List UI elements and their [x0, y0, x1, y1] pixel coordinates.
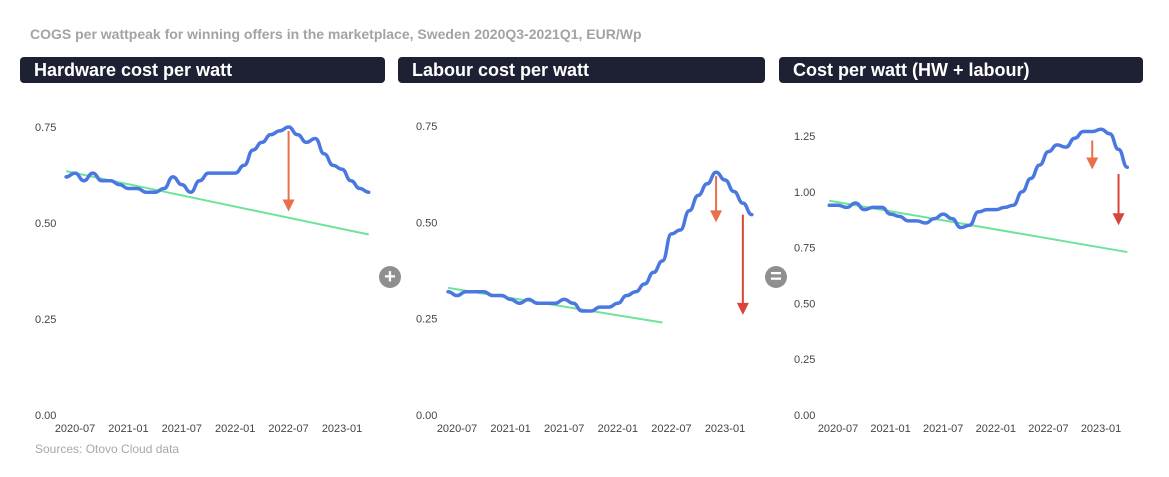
equals-icon: = [765, 266, 787, 288]
y-tick-label: 0.75 [35, 122, 56, 134]
arrow-head [710, 210, 723, 223]
plus-icon: + [379, 266, 401, 288]
y-tick-label: 0.75 [794, 243, 815, 255]
trend-line [447, 286, 663, 324]
arrow-head [282, 199, 295, 212]
x-tick-label: 2021-07 [544, 423, 584, 435]
source-note: Sources: Otovo Cloud data [35, 442, 180, 456]
x-tick-label: 2020-07 [818, 423, 858, 435]
arrow-head [1086, 157, 1099, 170]
y-tick-label: 0.50 [35, 218, 56, 230]
x-tick-label: 2022-07 [268, 423, 308, 435]
y-tick-label: 1.25 [794, 131, 815, 143]
y-tick-label: 0.00 [794, 410, 815, 422]
x-tick-label: 2022-07 [651, 423, 691, 435]
trend-line [829, 199, 1128, 254]
y-tick-label: 0.50 [794, 298, 815, 310]
x-tick-label: 2021-07 [162, 423, 202, 435]
x-tick-label: 2022-01 [215, 423, 255, 435]
x-tick-label: 2021-01 [870, 423, 910, 435]
page-title: COGS per wattpeak for winning offers in … [30, 26, 642, 42]
x-tick-label: 2022-01 [976, 423, 1016, 435]
arrow-head [736, 302, 749, 315]
y-tick-label: 0.00 [416, 410, 437, 422]
arrow-head [1112, 213, 1125, 226]
panel-title-labour: Labour cost per watt [398, 57, 765, 83]
y-tick-label: 0.25 [35, 314, 56, 326]
panel-title-total: Cost per watt (HW + labour) [779, 57, 1143, 83]
x-tick-label: 2022-01 [598, 423, 638, 435]
y-tick-label: 1.00 [794, 187, 815, 199]
x-tick-label: 2020-07 [437, 423, 477, 435]
x-tick-label: 2023-01 [705, 423, 745, 435]
x-tick-label: 2021-01 [490, 423, 530, 435]
series-line [446, 170, 754, 313]
y-tick-label: 0.75 [416, 121, 437, 133]
x-tick-label: 2023-01 [322, 423, 362, 435]
panel-title-hardware: Hardware cost per watt [20, 57, 385, 83]
x-tick-label: 2022-07 [1028, 423, 1068, 435]
y-tick-label: 0.25 [794, 354, 815, 366]
y-tick-label: 0.25 [416, 314, 437, 326]
y-tick-label: 0.00 [35, 410, 56, 422]
series-line [827, 127, 1130, 230]
x-tick-label: 2023-01 [1081, 423, 1121, 435]
y-tick-label: 0.50 [416, 217, 437, 229]
x-tick-label: 2020-07 [55, 423, 95, 435]
x-tick-label: 2021-07 [923, 423, 963, 435]
x-tick-label: 2021-01 [108, 423, 148, 435]
series-line [64, 125, 371, 195]
